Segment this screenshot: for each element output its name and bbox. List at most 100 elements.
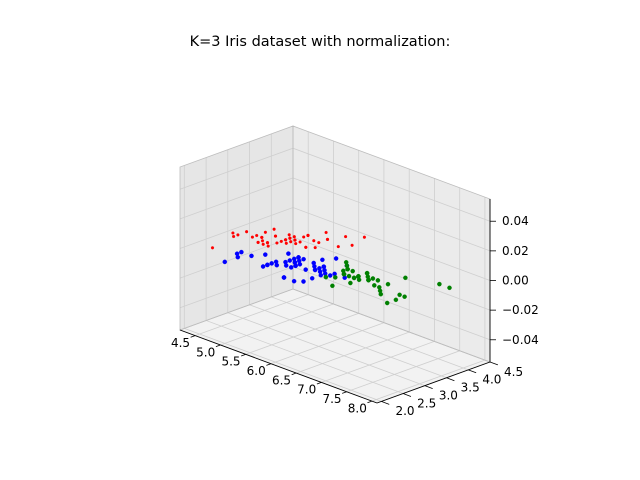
data-point [309,276,315,281]
data-point [235,254,241,260]
data-point [263,252,268,257]
y-tick [424,385,433,389]
data-point [356,274,361,279]
data-point [287,233,291,237]
z-tick-label: −0.02 [502,303,539,317]
x-tick [316,382,322,385]
data-point [293,238,297,242]
y-tick [468,369,477,374]
data-point [302,235,306,239]
data-point [350,268,355,274]
x-tick-label: 7.5 [322,392,341,406]
x-tick-label: 8.0 [348,402,367,416]
data-point [321,264,327,269]
data-point [375,278,381,283]
data-point [292,260,298,265]
tick-labels: 4.55.05.56.06.57.07.58.0 2.02.53.03.54.04… [171,214,539,418]
data-point [288,236,292,240]
data-point [362,235,366,239]
data-point [236,233,240,237]
data-point [397,292,402,298]
data-point [287,258,293,263]
data-point [266,244,270,248]
data-point [275,241,279,245]
data-point [255,233,259,238]
y-tick [381,401,390,405]
x-tick [367,400,373,404]
x-tick-label: 6.0 [247,364,266,378]
data-point [301,256,306,262]
x-tick [215,344,221,347]
z-tick-label: 0.00 [502,274,529,288]
x-axis-line [179,329,378,404]
data-point [345,266,350,272]
data-point [333,256,339,261]
y-tick-label: 2.0 [395,404,414,418]
data-point [346,273,352,279]
data-point [378,291,384,297]
data-point [385,281,391,287]
data-point [260,264,266,269]
chart-title: K=3 Iris dataset with normalization: [189,34,451,50]
data-point [232,234,236,239]
y-tick [489,361,499,366]
data-point [341,271,347,277]
z-tick-label: 0.02 [502,244,529,258]
x-tick [266,363,272,366]
y-tick-label: 4.0 [482,373,501,387]
data-point [303,267,308,272]
z-tick-label: 0.04 [502,214,529,228]
data-point [372,283,377,288]
data-point [283,259,288,265]
data-point [260,239,265,243]
x-tick-label: 5.5 [221,355,240,369]
x-tick [291,372,297,376]
data-point [289,240,293,244]
data-point [298,240,302,244]
data-point [239,249,244,255]
data-point [284,241,288,245]
data-point [286,251,291,256]
data-point [291,278,297,284]
x-tick-label: 6.5 [272,373,291,387]
y-axis-line [376,361,491,404]
data-point [317,269,323,274]
data-point [222,259,228,265]
data-point [320,257,325,263]
data-point [231,231,235,235]
data-point [292,235,296,239]
data-point [306,233,310,237]
data-point [245,230,249,234]
data-point [403,275,408,281]
data-point [317,241,321,245]
data-point [327,273,333,278]
data-point [210,246,215,250]
data-point [273,259,279,265]
data-point [279,239,283,243]
data-point [351,275,357,281]
data-point [333,275,338,280]
data-point [294,242,298,246]
x-tick-label: 4.5 [171,336,190,350]
data-point [325,237,330,241]
tick-marks [190,220,499,405]
data-point [312,264,317,269]
data-point [281,275,287,280]
x-tick [241,353,246,357]
data-point [288,265,294,270]
y-tick [402,393,412,397]
data-point [304,245,308,249]
z-tick-label: −0.04 [502,333,539,347]
data-point [284,238,288,242]
data-point [313,246,317,250]
data-point [384,300,390,306]
floor-pane [180,289,490,403]
data-point [437,281,442,287]
data-point [256,240,260,244]
y-tick-label: 4.5 [504,365,523,379]
data-point [273,234,278,238]
data-point [343,260,349,265]
data-point [348,280,353,286]
data-point [370,276,376,281]
data-point [344,235,348,239]
